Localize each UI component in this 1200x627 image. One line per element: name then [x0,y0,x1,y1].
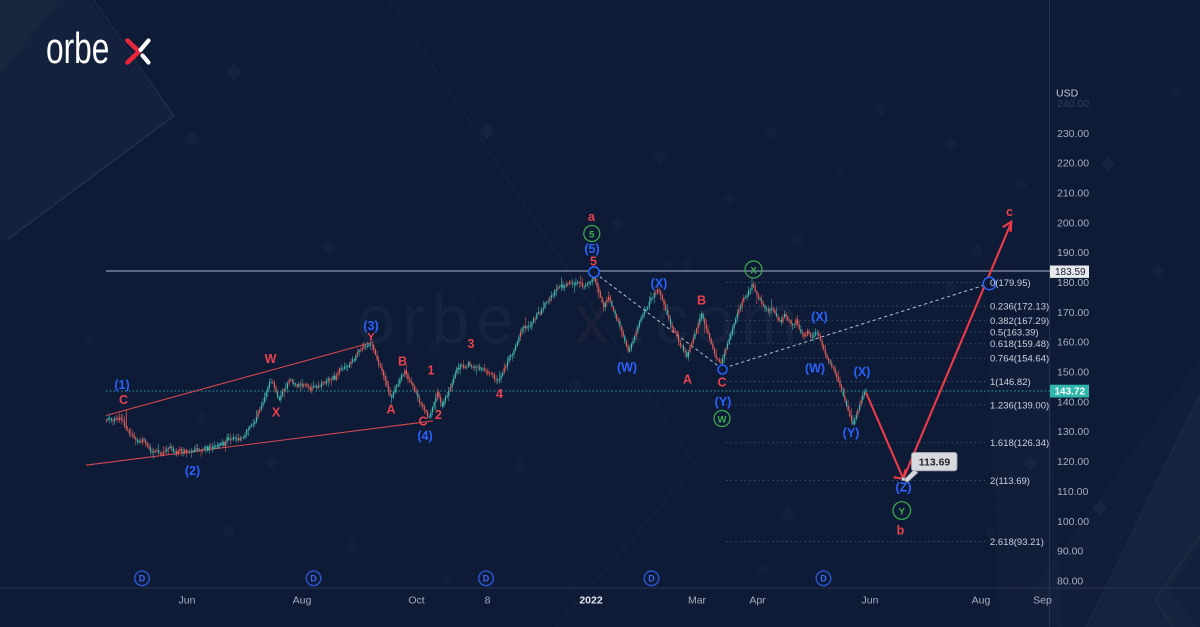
svg-text:130.00: 130.00 [1057,426,1089,438]
svg-text:C: C [418,415,427,429]
svg-text:150.00: 150.00 [1057,367,1089,379]
svg-text:0.236(172.13): 0.236(172.13) [990,301,1049,312]
svg-text:200.00: 200.00 [1057,217,1089,229]
svg-text:1(146.82): 1(146.82) [990,377,1031,388]
svg-text:(2): (2) [185,464,200,478]
svg-text:160.00: 160.00 [1057,337,1089,349]
svg-text:180.00: 180.00 [1057,277,1089,289]
svg-text:0.764(154.64): 0.764(154.64) [990,354,1049,365]
svg-text:80.00: 80.00 [1057,576,1083,588]
svg-text:(W): (W) [617,361,637,375]
svg-text:(1): (1) [114,378,129,392]
svg-text:1.236(139.00): 1.236(139.00) [990,400,1049,411]
svg-text:D: D [648,574,655,584]
svg-text:2: 2 [435,408,442,422]
svg-text:A: A [683,373,692,387]
svg-text:113.69: 113.69 [919,456,951,468]
svg-text:Aug: Aug [293,595,312,607]
svg-text:5: 5 [589,229,595,240]
svg-text:3: 3 [468,337,475,351]
svg-text:(X): (X) [854,365,871,379]
svg-text:USD: USD [1056,88,1079,100]
svg-text:x: x [575,282,616,358]
svg-text:8: 8 [485,595,491,607]
svg-text:0(179.95): 0(179.95) [990,278,1031,289]
svg-text:Mar: Mar [688,595,707,607]
svg-text:D: D [820,574,827,584]
svg-text:(3): (3) [363,319,378,333]
svg-text:(W): (W) [805,362,825,376]
svg-text:(Y): (Y) [843,426,860,440]
svg-text:b: b [897,524,905,538]
svg-text:0.382(167.29): 0.382(167.29) [990,316,1049,327]
svg-text:(Z): (Z) [896,481,912,495]
svg-text:230.00: 230.00 [1057,128,1089,140]
svg-text:183.59: 183.59 [1055,267,1086,278]
svg-text:Y: Y [367,332,375,344]
svg-text:W: W [265,352,277,366]
svg-text:D: D [483,574,490,584]
svg-text:170.00: 170.00 [1057,307,1089,319]
svg-text:90.00: 90.00 [1057,546,1083,558]
svg-text:C: C [119,393,128,407]
svg-text:(4): (4) [417,429,432,443]
svg-text:Oct: Oct [408,595,424,607]
svg-text:(5): (5) [584,242,599,256]
svg-text:(X): (X) [811,310,828,324]
svg-text:orbe: orbe [46,24,109,73]
svg-text:orbe: orbe [357,282,521,358]
svg-text:5: 5 [590,255,597,269]
svg-text:Jun: Jun [862,595,879,607]
svg-text:143.72: 143.72 [1055,387,1086,398]
svg-text:Aug: Aug [972,595,991,607]
svg-text:Sep: Sep [1033,595,1052,607]
svg-text:210.00: 210.00 [1057,187,1089,199]
svg-text:(Y): (Y) [715,395,732,409]
svg-text:Apr: Apr [749,595,766,607]
svg-text:2.618(93.21): 2.618(93.21) [990,537,1044,548]
svg-text:X: X [272,406,281,420]
svg-text:(X): (X) [651,277,668,291]
svg-text:C: C [717,376,726,390]
svg-text:240.00: 240.00 [1057,98,1089,110]
svg-text:B: B [398,355,407,369]
svg-text:100.00: 100.00 [1057,516,1089,528]
svg-text:Y: Y [899,506,906,517]
svg-text:a: a [588,210,596,224]
svg-text:D: D [139,574,146,584]
svg-text:0.618(159.48): 0.618(159.48) [990,339,1049,350]
svg-text:2022: 2022 [579,595,603,607]
svg-text:Jun: Jun [179,595,196,607]
svg-text:2(113.69): 2(113.69) [990,476,1030,487]
svg-text:1: 1 [428,364,435,378]
svg-text:0.5(163.39): 0.5(163.39) [990,328,1039,339]
svg-text:1.618(126.34): 1.618(126.34) [990,438,1049,449]
svg-text:110.00: 110.00 [1057,486,1088,498]
svg-text:4: 4 [496,387,503,401]
svg-text:190.00: 190.00 [1057,247,1089,259]
svg-text:X: X [750,265,757,276]
svg-text:120.00: 120.00 [1057,456,1089,468]
svg-text:220.00: 220.00 [1057,158,1089,170]
svg-text:D: D [310,574,317,584]
svg-text:W: W [718,414,727,425]
svg-text:A: A [386,403,395,417]
svg-text:B: B [697,294,706,308]
svg-text:c: c [1006,205,1013,219]
svg-text:140.00: 140.00 [1057,396,1089,408]
